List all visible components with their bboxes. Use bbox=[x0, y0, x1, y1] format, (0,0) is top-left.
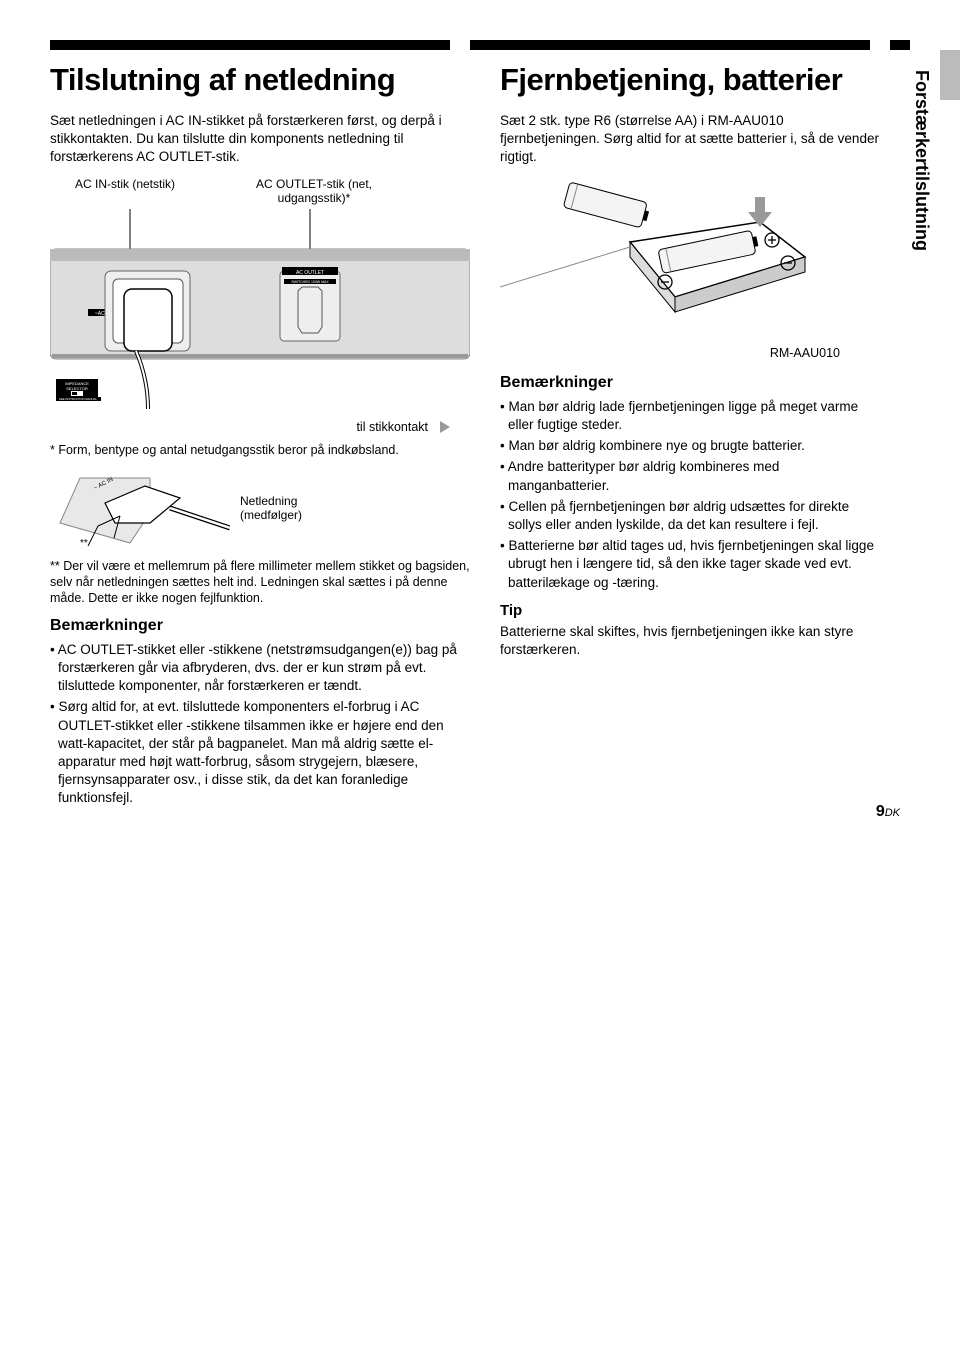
footnote-gap: ** Der vil være et mellemrum på flere mi… bbox=[50, 558, 470, 607]
svg-text:SEE INSTRUCTION MANUAL: SEE INSTRUCTION MANUAL bbox=[59, 397, 97, 401]
intro-left: Sæt netledningen i AC IN-stikket på fors… bbox=[50, 112, 470, 167]
label-ac-outlet-1: AC OUTLET-stik (net, bbox=[256, 177, 372, 191]
heading-right: Fjernbetjening, batterier bbox=[500, 62, 880, 98]
svg-text:SELECTOR: SELECTOR bbox=[66, 386, 88, 391]
to-outlet-row: til stikkontakt bbox=[50, 420, 450, 434]
note-right-1: Man bør aldrig lade fjernbetjeningen lig… bbox=[500, 398, 880, 434]
note-right-2: Man bør aldrig kombinere nye og brugte b… bbox=[500, 437, 880, 455]
arrow-right-icon bbox=[440, 421, 450, 433]
cord-label-1: Netledning bbox=[240, 494, 297, 508]
note-right-3: Andre batterityper bør aldrig kombineres… bbox=[500, 458, 880, 494]
svg-text:**: ** bbox=[80, 538, 88, 548]
tip-heading: Tip bbox=[500, 602, 880, 619]
page-number: 9DK bbox=[876, 803, 900, 821]
notes-heading-right: Bemærkninger bbox=[500, 374, 880, 392]
note-left-1: AC OUTLET-stikket eller -stikkene (netst… bbox=[50, 641, 470, 696]
header-bar-right bbox=[890, 40, 910, 50]
notes-list-left: AC OUTLET-stikket eller -stikkene (netst… bbox=[50, 641, 470, 808]
to-outlet-label: til stikkontakt bbox=[356, 420, 428, 434]
notes-list-right: Man bør aldrig lade fjernbetjeningen lig… bbox=[500, 398, 880, 592]
label-ac-outlet-2: udgangsstik)* bbox=[278, 191, 351, 205]
cord-gap-diagram: ~ AC IN ** bbox=[50, 468, 230, 548]
svg-text:SWITCHED 100W MAX: SWITCHED 100W MAX bbox=[291, 280, 329, 284]
cord-label-2: (medfølger) bbox=[240, 508, 302, 522]
header-bar-left bbox=[50, 40, 450, 50]
footnote-form: * Form, bentype og antal netudgangsstik … bbox=[50, 442, 470, 458]
remote-model-label: RM-AAU010 bbox=[500, 346, 880, 360]
notes-heading-left: Bemærkninger bbox=[50, 617, 470, 635]
tip-text: Batterierne skal skiftes, hvis fjernbetj… bbox=[500, 623, 880, 659]
label-ac-in: AC IN-stik (netstik) bbox=[50, 177, 200, 205]
cord-diagram-row: ~ AC IN ** Netledning (medfølger) bbox=[50, 468, 470, 548]
note-left-2: Sørg altid for, at evt. tilsluttede komp… bbox=[50, 698, 470, 807]
thumb-tab bbox=[940, 50, 960, 100]
note-right-4: Cellen på fjernbetjeningen bør aldrig ud… bbox=[500, 498, 880, 534]
intro-right: Sæt 2 stk. type R6 (størrelse AA) i RM-A… bbox=[500, 112, 880, 167]
svg-text:AC OUTLET: AC OUTLET bbox=[296, 270, 324, 276]
rear-panel-diagram: AC OUTLET SWITCHED 100W MAX ~AC IN IMPED… bbox=[50, 209, 470, 409]
header-bar-mid bbox=[470, 40, 870, 50]
side-section-label: Forstærkertilslutning bbox=[911, 70, 932, 251]
heading-left: Tilslutning af netledning bbox=[50, 62, 470, 98]
note-right-5: Batterierne bør altid tages ud, hvis fje… bbox=[500, 537, 880, 592]
page-number-value: 9 bbox=[876, 803, 885, 820]
connector-labels: AC IN-stik (netstik) AC OUTLET-stik (net… bbox=[50, 177, 470, 205]
remote-battery-diagram bbox=[500, 177, 820, 337]
page-lang: DK bbox=[885, 807, 900, 819]
